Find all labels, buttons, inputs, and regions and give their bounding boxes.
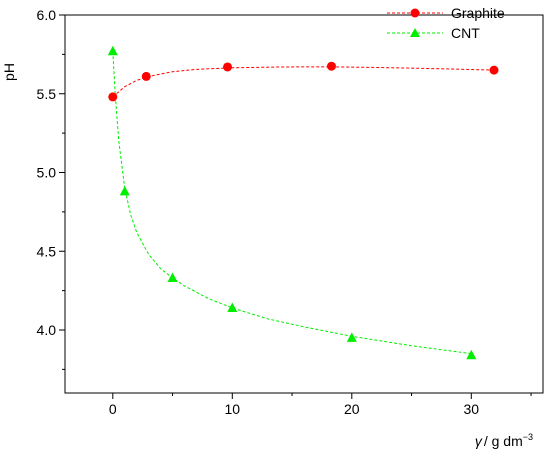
x-axis-label-unit: / g dm	[484, 433, 523, 449]
data-point-cnt	[107, 45, 118, 56]
y-tick-label: 4.5	[37, 243, 57, 259]
data-point-cnt	[167, 272, 178, 283]
axes-layer: 0 10 20 30 4.0 4.5 5.0 5.5 6.0	[37, 7, 532, 417]
curves-layer	[112, 51, 496, 355]
x-tick-label: 0	[109, 401, 117, 417]
data-point-graphite	[223, 62, 233, 72]
y-tick-label: 5.5	[37, 86, 57, 102]
legend-marker-graphite	[410, 8, 420, 18]
y-axis-label: pH	[1, 63, 17, 81]
data-point-cnt	[227, 302, 238, 312]
data-point-graphite	[141, 71, 151, 81]
x-axis-label: γ / g dm−3	[475, 432, 533, 449]
x-tick-label: 20	[344, 401, 360, 417]
legend-label-graphite: Graphite	[451, 5, 505, 21]
data-point-cnt	[466, 349, 477, 360]
data-point-graphite	[108, 92, 118, 102]
y-tick-label: 6.0	[37, 7, 57, 23]
x-axis-label-exponent: −3	[523, 432, 533, 442]
legend-label-cnt: CNT	[451, 25, 480, 41]
series-line-cnt	[112, 51, 472, 355]
data-point-cnt	[119, 185, 130, 196]
series-line-graphite	[112, 66, 496, 98]
legend: Graphite CNT	[387, 5, 505, 41]
y-tick-label: 5.0	[37, 165, 57, 181]
data-point-graphite	[489, 65, 499, 75]
data-point-graphite	[326, 61, 336, 71]
y-tick-label: 4.0	[37, 322, 57, 338]
x-tick-label: 30	[464, 401, 480, 417]
x-tick-label: 10	[225, 401, 241, 417]
plot-area	[64, 14, 544, 394]
plot-frame	[64, 14, 544, 394]
markers-layer	[107, 45, 499, 360]
x-axis-label-symbol: γ	[475, 433, 483, 449]
legend-marker-cnt	[410, 28, 420, 37]
data-point-cnt	[346, 332, 357, 342]
